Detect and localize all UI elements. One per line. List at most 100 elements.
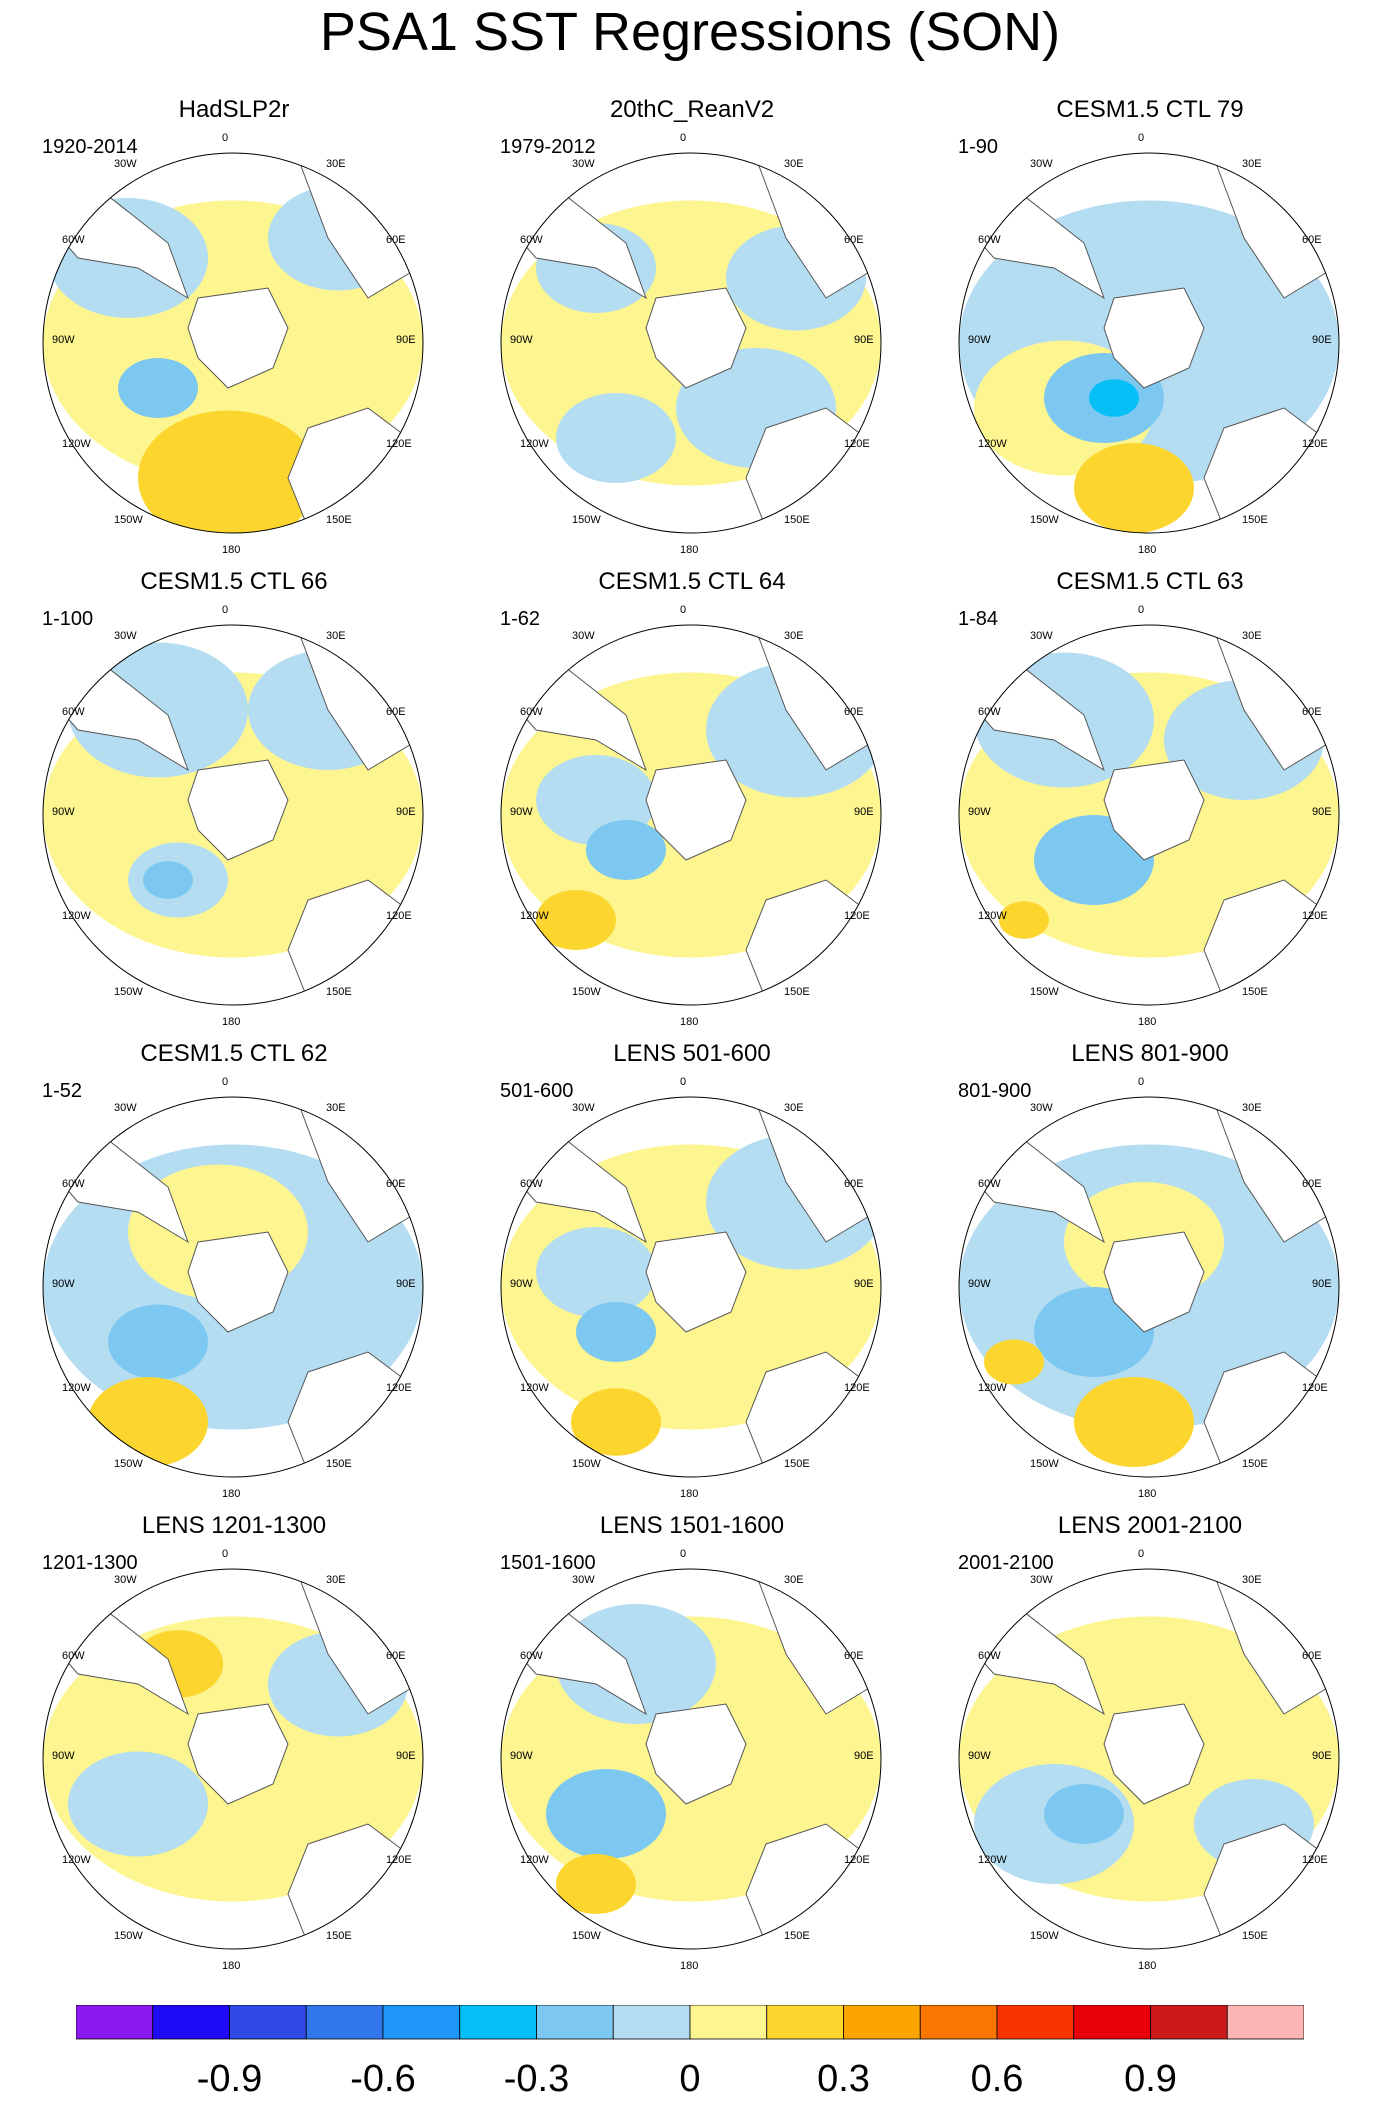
longitude-label: 90W [510,1278,533,1290]
longitude-label: 120W [978,910,1007,922]
map-border [500,1096,882,1478]
longitude-label: 150W [114,1930,143,1942]
longitude-label: 60W [62,1178,85,1190]
longitude-label: 60W [62,1650,85,1662]
sst-contour [68,1751,208,1857]
sst-contour [546,1769,666,1859]
longitude-label: 0 [222,1548,229,1560]
longitude-label: 90E [396,1750,416,1762]
map-border [42,1096,424,1478]
longitude-label: 30W [1030,1574,1053,1586]
panel-period: 1-90 [958,136,999,158]
colorbar-swatch [843,2005,921,2040]
longitude-label: 60W [978,1178,1001,1190]
colorbar-tick-label: -0.6 [350,2058,416,2100]
land-mass [645,287,747,389]
colorbar-swatch [996,2005,1075,2040]
longitude-label: 90E [396,806,416,818]
longitude-label: 180 [680,1016,699,1028]
longitude-label: 150W [1030,514,1059,526]
longitude-label: 90E [1312,1278,1332,1290]
sst-contour [556,1854,636,1914]
longitude-label: 150W [114,514,143,526]
sst-contour [999,901,1049,939]
map-border [958,1096,1340,1478]
longitude-label: 150E [326,514,352,526]
longitude-label: 60E [1302,1178,1322,1190]
map-border [500,1568,882,1950]
longitude-label: 180 [222,1960,241,1972]
polar-map [500,1568,882,1950]
longitude-label: 120W [978,438,1007,450]
map-panel: LENS 501-600 501-600 0 30W 30E 60W 60E 90W 90E 12… [462,944,922,1500]
longitude-label: 90E [1312,1750,1332,1762]
longitude-label: 90W [510,334,533,346]
sst-contour [1044,1784,1124,1844]
longitude-label: 30E [784,630,804,642]
longitude-label: 180 [680,1960,699,1972]
sst-contour [1089,379,1139,417]
colorbar-tick-label: 0.6 [970,2058,1024,2100]
longitude-label: 0 [1138,132,1145,144]
panel-period: 1979-2012 [500,136,596,158]
sst-contour [1074,443,1194,533]
longitude-label: 150W [1030,1930,1059,1942]
colorbar-tick-label: 0.3 [817,2058,870,2100]
colorbar-swatch [1073,2005,1151,2040]
longitude-label: 180 [1138,1488,1157,1500]
map-panel: LENS 1501-1600 1501-1600 0 30W 30E 60W 60E 90W 9… [462,1416,922,1972]
longitude-label: 60E [386,234,406,246]
panel-title: LENS 2001-2100 [1057,1512,1243,1539]
longitude-label: 150E [1242,986,1268,998]
longitude-label: 60W [520,234,543,246]
longitude-label: 60E [386,706,406,718]
longitude-label: 120E [1302,910,1328,922]
panel-period: 501-600 [500,1080,574,1102]
panel-period: 801-900 [958,1080,1032,1102]
sst-contour [536,890,616,950]
land-mass [187,287,289,389]
longitude-label: 60W [520,1650,543,1662]
longitude-label: 60E [386,1178,406,1190]
longitude-label: 90E [1312,806,1332,818]
longitude-label: 180 [222,544,241,556]
colorbar-swatch [689,2005,768,2040]
longitude-label: 120W [62,438,91,450]
longitude-label: 60W [978,1650,1001,1662]
map-border [42,1568,424,1950]
longitude-label: 0 [222,132,229,144]
map-panel: LENS 1201-1300 1201-1300 0 30W 30E 60W 60E 90W 9… [4,1416,464,1972]
polar-map [958,1568,1340,1950]
longitude-label: 60E [1302,706,1322,718]
longitude-label: 30W [572,158,595,170]
longitude-label: 30W [114,630,137,642]
panel-period: 2001-2100 [958,1552,1054,1574]
land-mass [1103,1231,1205,1333]
longitude-label: 30W [1030,630,1053,642]
colorbar-swatch [76,2005,154,2040]
longitude-label: 90E [854,1278,874,1290]
longitude-label: 30W [1030,158,1053,170]
longitude-label: 150E [326,1930,352,1942]
land-mass [187,1703,289,1805]
sst-contour [556,393,676,483]
land-mass [1103,1703,1205,1805]
longitude-label: 180 [222,1016,241,1028]
longitude-label: 30E [1242,1102,1262,1114]
longitude-label: 0 [680,1076,687,1088]
longitude-label: 120W [978,1382,1007,1394]
longitude-label: 150W [114,986,143,998]
longitude-label: 120E [1302,1382,1328,1394]
longitude-label: 30E [1242,158,1262,170]
longitude-label: 0 [1138,1076,1145,1088]
panel-period: 1-52 [42,1080,83,1102]
longitude-label: 120E [386,1854,412,1866]
colorbar-swatch [536,2005,614,2040]
colorbar-tick-label: -0.9 [196,2058,263,2100]
panel-period: 1201-1300 [42,1552,138,1574]
longitude-label: 120E [1302,438,1328,450]
colorbar [76,2005,1304,2040]
colorbar-swatch [382,2005,461,2040]
panel-title: LENS 501-600 [613,1040,771,1067]
polar-map [500,152,882,534]
